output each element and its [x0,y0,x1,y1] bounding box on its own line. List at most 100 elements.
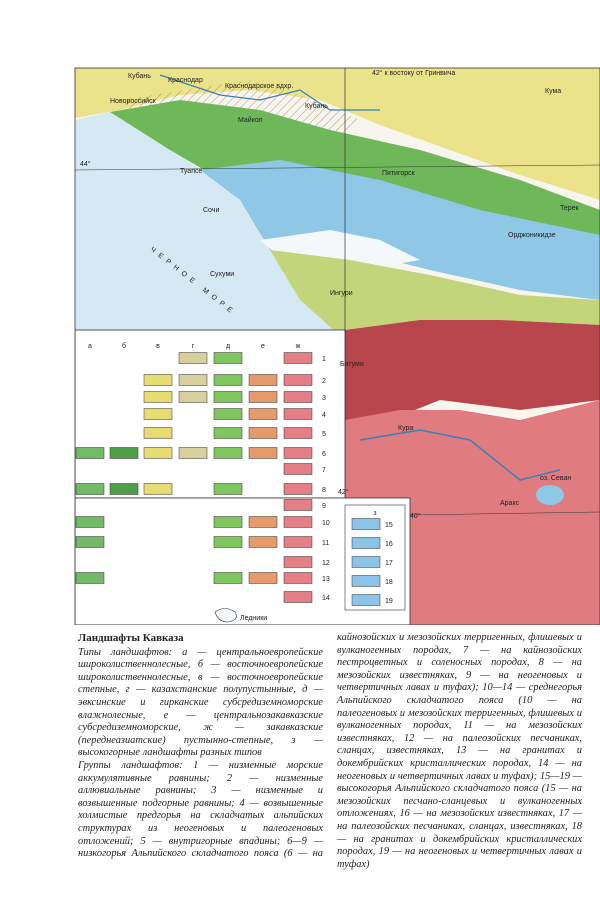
map-label: Орджоникидзе [508,232,556,239]
legend-swatch [213,572,243,584]
map-label: Ингури [330,290,353,297]
legend-swatch [143,391,173,403]
legend-swatch [283,591,313,603]
legend-swatch [109,483,139,495]
legend-swatch [213,427,243,439]
legend-row-label: 16 [385,541,393,548]
legend-swatch [283,556,313,568]
legend-swatch [351,518,381,530]
legend-swatch [283,499,313,511]
legend-swatch [213,447,243,459]
map-label: Краснодар [168,77,203,84]
map-label: 42° [338,488,349,496]
mountain-zone [200,160,600,300]
legend-swatch [248,572,278,584]
legend-swatch [213,352,243,364]
legend-swatch [143,408,173,420]
legend-row-label: 9 [322,503,326,510]
legend-swatch [75,516,105,528]
map: Кубань Краснодар Краснодарское вдхр. Новоро… [74,67,600,625]
legend-swatch [283,374,313,386]
legend-row-label: 15 [385,522,393,529]
legend-swatch [248,391,278,403]
legend-row-label: 11 [322,540,329,547]
legend-row-label: 1 [322,356,326,363]
legend-swatch [283,572,313,584]
legend-swatch [283,427,313,439]
legend-row-label: 2 [322,378,326,385]
legend-swatch [283,463,313,475]
legend-row-label: 10 [322,520,330,527]
map-label: Кура [398,425,413,432]
legend-column-label: а [88,343,92,350]
map-label: Терек [560,205,580,212]
map-label: Сухуми [210,271,234,278]
legend-row-label: 4 [322,412,326,419]
legend-swatch [75,572,105,584]
map-label: 42° к востоку от Гринвича [372,69,455,77]
legend-swatch [283,483,313,495]
legend-swatch [248,536,278,548]
legend-swatch [248,408,278,420]
legend-swatch [283,536,313,548]
legend-column-label: б [122,342,126,350]
legend-swatch [213,408,243,420]
lake [536,485,564,505]
legend-row-label: 14 [322,595,330,602]
legend-swatch [213,483,243,495]
legend-column-label: в [156,343,160,350]
legend-swatch [143,427,173,439]
legend-row-label: 17 [385,560,393,567]
caption: Ландшафты Кавказа Типы ландшафтов: а — ц… [78,632,582,871]
legend-swatch [75,536,105,548]
map-label: Майкоп [238,116,263,124]
parallel [75,164,600,171]
legend-swatch [283,352,313,364]
map-label: Туапсе [180,168,202,175]
legend-column-label: д [226,343,230,350]
legend-swatch [351,575,381,587]
legend-swatch [351,556,381,568]
glacier-symbol [214,608,237,623]
legend-row-label: 12 [322,560,330,567]
legend-swatch [283,447,313,459]
maroon-zone [345,320,600,420]
legend-swatch [75,447,105,459]
legend-swatch [248,516,278,528]
legend-swatch [283,391,313,403]
legend-row-label: 18 [385,579,393,586]
map-label: Кума [545,88,561,95]
map-label: Новороссийск [110,97,157,105]
map-label: Аракс [500,500,520,507]
map-label: Кубань [128,72,151,80]
legend-row-label: 13 [322,576,330,583]
legend-column-label: е [261,343,265,350]
map-label: Батуми [340,361,364,368]
river [359,429,561,481]
legend-swatch [75,483,105,495]
legend-row-label: 7 [322,467,326,474]
legend-row-label: 6 [322,451,326,458]
legend-swatch [109,447,139,459]
legend-swatch [178,374,208,386]
legend-column-label: г [192,343,195,350]
map-label: 44° [80,160,91,168]
map-frame [74,67,600,625]
legend-glaciers-label: Ледники [240,615,267,622]
legend-row-label: 5 [322,431,326,438]
legend-swatch [248,447,278,459]
map-body [75,68,600,625]
legend-swatch [143,447,173,459]
legend-swatch [283,408,313,420]
legend-swatch [143,374,173,386]
legend-column-label: ж [296,343,301,350]
caption-title: Ландшафты Кавказа [78,632,184,644]
map-label: Сочи [203,207,219,214]
map-label: оз. Севан [540,475,571,482]
map-label: Пятигорск [382,170,416,177]
legend-swatch [178,447,208,459]
legend-swatch [351,594,381,606]
legend-swatch [143,483,173,495]
steppe-zone [75,68,600,200]
